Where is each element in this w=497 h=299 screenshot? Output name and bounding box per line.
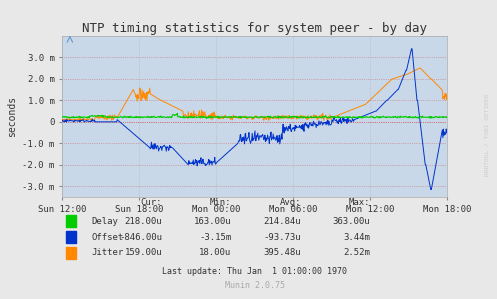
Bar — [66, 247, 76, 259]
Text: Jitter: Jitter — [91, 248, 123, 257]
Title: NTP timing statistics for system peer - by day: NTP timing statistics for system peer - … — [82, 22, 427, 35]
Text: Min:: Min: — [210, 198, 232, 207]
Text: Delay: Delay — [91, 217, 118, 226]
Text: Offset: Offset — [91, 233, 123, 242]
Text: 363.00u: 363.00u — [332, 217, 370, 226]
Text: Avg:: Avg: — [279, 198, 301, 207]
Text: -3.15m: -3.15m — [199, 233, 232, 242]
Text: 395.48u: 395.48u — [263, 248, 301, 257]
Text: 3.44m: 3.44m — [343, 233, 370, 242]
Text: 2.52m: 2.52m — [343, 248, 370, 257]
Bar — [66, 231, 76, 243]
Text: 163.00u: 163.00u — [194, 217, 232, 226]
Text: Last update: Thu Jan  1 01:00:00 1970: Last update: Thu Jan 1 01:00:00 1970 — [162, 268, 347, 277]
Text: 159.00u: 159.00u — [125, 248, 163, 257]
Text: 18.00u: 18.00u — [199, 248, 232, 257]
Bar — [66, 215, 76, 228]
Text: -846.00u: -846.00u — [119, 233, 163, 242]
Text: 214.84u: 214.84u — [263, 217, 301, 226]
Text: Munin 2.0.75: Munin 2.0.75 — [225, 281, 285, 290]
Text: Max:: Max: — [349, 198, 370, 207]
Text: 218.00u: 218.00u — [125, 217, 163, 226]
Text: Cur:: Cur: — [141, 198, 163, 207]
Text: RRDTOOL / TOBI OETIKER: RRDTOOL / TOBI OETIKER — [485, 93, 490, 176]
Y-axis label: seconds: seconds — [6, 96, 17, 137]
Text: -93.73u: -93.73u — [263, 233, 301, 242]
